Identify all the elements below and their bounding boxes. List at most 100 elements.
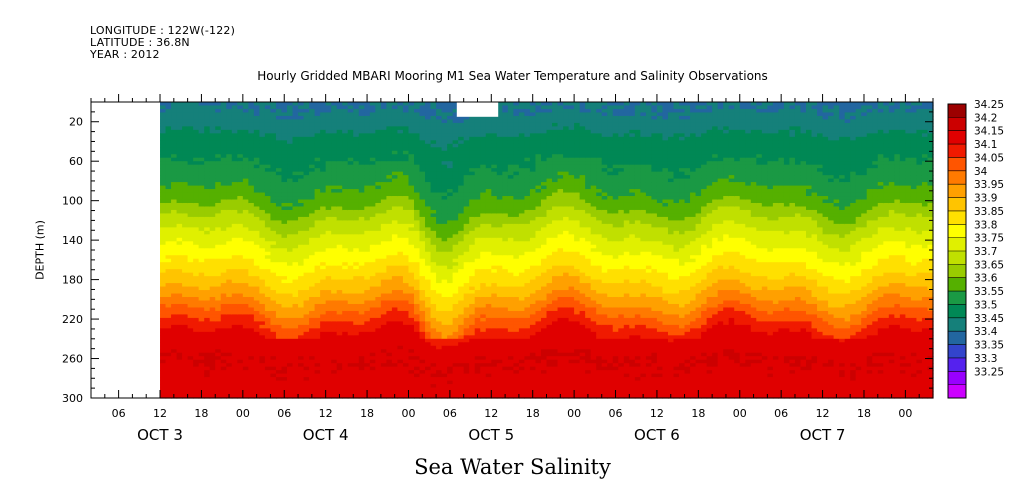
salinity-cell xyxy=(391,234,399,239)
salinity-cell xyxy=(309,241,316,246)
salinity-cell xyxy=(320,147,327,152)
salinity-cell xyxy=(193,178,200,183)
salinity-cell xyxy=(220,258,227,263)
salinity-cell xyxy=(430,356,437,361)
salinity-cell xyxy=(386,359,393,364)
salinity-cell xyxy=(165,255,172,260)
salinity-cell xyxy=(386,244,393,249)
salinity-cell xyxy=(391,196,399,201)
salinity-cell xyxy=(469,209,476,215)
salinity-cell xyxy=(480,189,487,194)
salinity-cell xyxy=(259,286,266,291)
salinity-cell xyxy=(469,394,476,399)
salinity-cell xyxy=(298,380,305,385)
salinity-cell xyxy=(171,321,178,326)
salinity-cell xyxy=(287,373,294,378)
salinity-cell xyxy=(480,310,487,316)
salinity-cell xyxy=(364,230,371,235)
salinity-cell xyxy=(391,258,399,263)
salinity-cell xyxy=(275,335,283,340)
salinity-cell xyxy=(408,133,415,138)
salinity-cell xyxy=(171,199,178,204)
salinity-cell xyxy=(375,164,382,169)
salinity-cell xyxy=(160,185,167,190)
salinity-cell xyxy=(198,377,205,382)
salinity-cell xyxy=(259,363,266,368)
salinity-cell xyxy=(441,136,448,141)
salinity-cell xyxy=(414,140,421,145)
salinity-cell xyxy=(402,359,410,364)
salinity-cell xyxy=(298,359,305,364)
salinity-cell xyxy=(336,303,343,309)
salinity-cell xyxy=(397,102,404,107)
salinity-cell xyxy=(298,321,305,326)
salinity-cell xyxy=(425,262,432,267)
salinity-cell xyxy=(391,262,399,267)
salinity-cell xyxy=(231,122,238,127)
salinity-cell xyxy=(237,105,244,110)
salinity-cell xyxy=(347,234,354,239)
salinity-cell xyxy=(380,359,387,364)
salinity-cell xyxy=(253,122,260,127)
salinity-cell xyxy=(226,349,233,354)
salinity-cell xyxy=(176,328,183,333)
salinity-cell xyxy=(358,265,365,270)
salinity-cell xyxy=(281,342,288,347)
salinity-cell xyxy=(298,122,305,127)
salinity-cell xyxy=(253,331,260,336)
salinity-cell xyxy=(209,269,216,274)
salinity-cell xyxy=(287,122,294,127)
salinity-cell xyxy=(408,262,415,267)
salinity-cell xyxy=(314,384,321,389)
salinity-cell xyxy=(248,380,255,385)
salinity-cell xyxy=(242,129,249,134)
salinity-cell xyxy=(242,209,249,215)
salinity-cell xyxy=(220,175,227,180)
salinity-cell xyxy=(474,297,481,302)
salinity-cell xyxy=(292,269,299,274)
salinity-cell xyxy=(253,324,260,329)
salinity-cell xyxy=(408,164,415,169)
salinity-cell xyxy=(259,105,266,110)
salinity-cell xyxy=(248,108,255,114)
salinity-cell xyxy=(414,115,421,121)
salinity-cell xyxy=(331,171,338,176)
salinity-cell xyxy=(331,349,338,354)
salinity-cell xyxy=(237,380,244,385)
salinity-cell xyxy=(309,283,316,288)
salinity-cell xyxy=(364,227,371,232)
salinity-cell xyxy=(414,202,421,208)
salinity-cell xyxy=(253,328,260,333)
salinity-cell xyxy=(309,175,316,180)
salinity-cell xyxy=(320,206,327,211)
salinity-cell xyxy=(165,272,172,277)
salinity-cell xyxy=(242,147,249,152)
salinity-cell xyxy=(187,136,194,141)
salinity-cell xyxy=(391,112,399,117)
salinity-cell xyxy=(298,345,305,350)
salinity-cell xyxy=(215,262,222,267)
salinity-cell xyxy=(314,237,321,242)
salinity-cell xyxy=(292,102,299,107)
salinity-cell xyxy=(458,182,465,187)
salinity-cell xyxy=(220,269,227,274)
salinity-cell xyxy=(314,258,321,263)
salinity-cell xyxy=(380,279,387,284)
salinity-cell xyxy=(353,258,360,263)
salinity-cell xyxy=(336,136,343,141)
salinity-cell xyxy=(358,352,365,357)
salinity-cell xyxy=(425,283,432,288)
salinity-cell xyxy=(325,317,332,322)
salinity-cell xyxy=(380,209,387,215)
salinity-cell xyxy=(469,202,476,208)
salinity-cell xyxy=(314,391,321,396)
salinity-cell xyxy=(342,255,349,260)
salinity-cell xyxy=(358,262,365,267)
salinity-cell xyxy=(231,290,238,295)
salinity-cell xyxy=(463,276,470,281)
salinity-cell xyxy=(391,300,399,305)
salinity-cell xyxy=(193,352,200,357)
salinity-cell xyxy=(375,237,382,242)
salinity-cell xyxy=(165,335,172,340)
salinity-cell xyxy=(469,251,476,256)
